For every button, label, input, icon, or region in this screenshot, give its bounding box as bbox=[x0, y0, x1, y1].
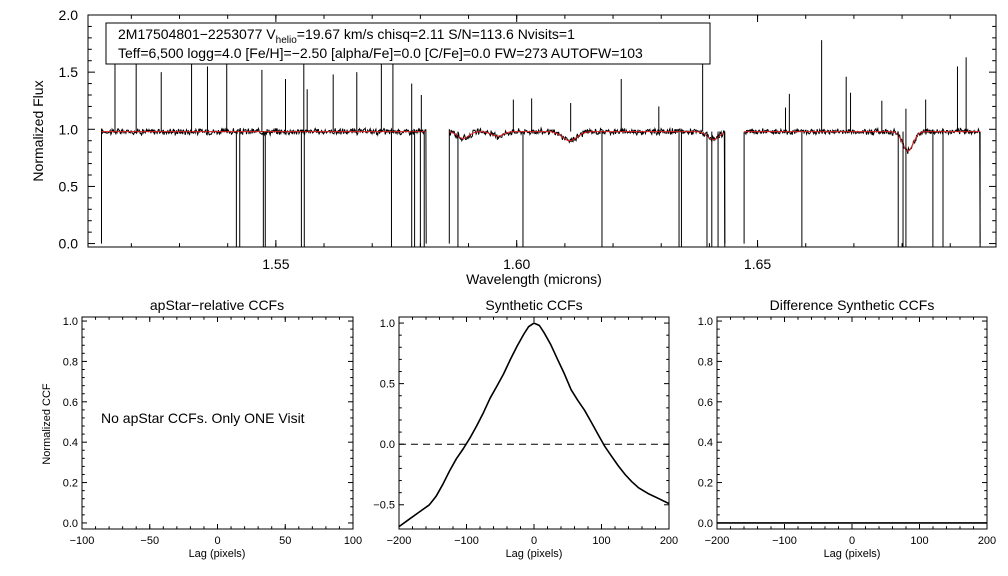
annotation-line1-suffix: =19.67 km/s chisq=2.11 S/N=113.6 Nvisits… bbox=[297, 26, 575, 42]
y-tick-label: 0.5 bbox=[380, 379, 395, 391]
model-spectrum-line bbox=[449, 131, 725, 142]
y-tick-label: 1.0 bbox=[63, 316, 78, 328]
difference-ccf-plot-frame bbox=[716, 316, 988, 530]
apstar-ccf-tick-labels: −100 −50 0 50 100 0.0 0.2 0.4 0.6 0.8 1.0 bbox=[63, 316, 362, 547]
y-tick-label: 1.0 bbox=[698, 316, 713, 328]
x-tick-label: −200 bbox=[705, 535, 730, 547]
apstar-ccf-title: apStar−relative CCFs bbox=[150, 297, 284, 313]
annotation-line1-prefix: 2M17504801−2253077 V bbox=[118, 26, 276, 42]
apstar-ccf-message: No apStar CCFs. Only ONE Visit bbox=[101, 410, 305, 426]
apstar-ccf-xlabel: Lag (pixels) bbox=[189, 548, 246, 560]
synthetic-ccf-series bbox=[398, 322, 670, 528]
synthetic-ccf-ticks bbox=[398, 317, 670, 529]
difference-ccf-tick-labels: −200 −100 0 100 200 0.0 0.2 0.4 0.6 0.8 1.0 bbox=[698, 316, 996, 547]
x-tick-label: −50 bbox=[140, 535, 159, 547]
synthetic-ccf-tick-labels: −200 −100 0 100 200 −0.5 0.0 0.5 1.0 bbox=[373, 318, 678, 547]
apstar-ccf-ylabel: Normalized CCF bbox=[41, 383, 53, 465]
y-tick-label: 0.8 bbox=[698, 356, 713, 368]
apstar-ccf-plot-frame bbox=[81, 316, 354, 530]
x-tick-label: 200 bbox=[660, 535, 678, 547]
y-tick-label: 1.0 bbox=[59, 121, 79, 137]
spectrum-annotation-line2: Teff=6,500 logg=4.0 [Fe/H]=−2.50 [alpha/… bbox=[118, 45, 643, 61]
spectrum-xlabel: Wavelength (microns) bbox=[466, 271, 602, 287]
difference-ccf-title: Difference Synthetic CCFs bbox=[770, 297, 935, 313]
y-tick-label: 0.0 bbox=[63, 518, 78, 530]
y-tick-label: 0.0 bbox=[698, 518, 713, 530]
x-tick-label: 100 bbox=[910, 535, 928, 547]
x-tick-label: 0 bbox=[531, 535, 537, 547]
x-tick-label: −100 bbox=[454, 535, 479, 547]
spectrum-plot-frame bbox=[87, 14, 997, 248]
series-line bbox=[398, 322, 670, 528]
synthetic-ccf-title: Synthetic CCFs bbox=[485, 297, 582, 313]
observed-spectrum-line bbox=[101, 126, 427, 244]
x-tick-label: −200 bbox=[387, 535, 412, 547]
y-tick-label: 0.4 bbox=[698, 437, 713, 449]
observed-spectrum-line bbox=[743, 126, 981, 244]
y-tick-label: 0.2 bbox=[63, 478, 78, 490]
spectrum-annotation-line1: 2M17504801−2253077 Vhelio=19.67 km/s chi… bbox=[118, 26, 575, 46]
x-tick-label: 1.55 bbox=[262, 256, 289, 272]
difference-ccf-xlabel: Lag (pixels) bbox=[824, 548, 881, 560]
spectrum-tick-labels: 1.55 1.60 1.65 0.0 0.5 1.0 1.5 2.0 bbox=[59, 7, 772, 272]
x-tick-label: 200 bbox=[978, 535, 996, 547]
y-tick-label: 1.0 bbox=[380, 318, 395, 330]
y-tick-label: 0.2 bbox=[698, 478, 713, 490]
y-tick-label: 0.6 bbox=[698, 397, 713, 409]
apstar-ccf-panel: −100 −50 0 50 100 0.0 0.2 0.4 0.6 0.8 1.0 apStar−r… bbox=[41, 297, 362, 560]
x-tick-label: 0 bbox=[849, 535, 855, 547]
y-tick-label: 0.0 bbox=[380, 439, 395, 451]
x-tick-label: 100 bbox=[344, 535, 362, 547]
x-tick-label: 50 bbox=[279, 535, 291, 547]
difference-ccf-ticks bbox=[716, 317, 988, 529]
y-tick-label: 0.0 bbox=[59, 236, 79, 252]
y-tick-label: 0.4 bbox=[63, 437, 78, 449]
model-spectrum-line bbox=[744, 131, 980, 152]
x-tick-label: 0 bbox=[214, 535, 220, 547]
annotation-line1-subscript: helio bbox=[276, 35, 298, 46]
y-tick-label: 0.5 bbox=[59, 178, 79, 194]
x-tick-label: 100 bbox=[592, 535, 610, 547]
y-tick-label: −0.5 bbox=[373, 500, 395, 512]
synthetic-ccf-panel: −200 −100 0 100 200 −0.5 0.0 0.5 1.0 Synthetic C… bbox=[373, 297, 678, 560]
spectrum-ylabel: Normalized Flux bbox=[30, 80, 46, 181]
y-tick-label: 0.8 bbox=[63, 356, 78, 368]
x-tick-label: 1.60 bbox=[503, 256, 530, 272]
x-tick-label: −100 bbox=[772, 535, 797, 547]
synthetic-ccf-xlabel: Lag (pixels) bbox=[506, 548, 563, 560]
spectrum-panel: 1.55 1.60 1.65 0.0 0.5 1.0 1.5 2.0 Wavelength (… bbox=[30, 7, 997, 287]
y-tick-label: 0.6 bbox=[63, 397, 78, 409]
spectrum-annotation-box bbox=[105, 22, 711, 65]
y-tick-label: 1.5 bbox=[59, 64, 79, 80]
synthetic-ccf-plot-frame bbox=[398, 316, 670, 530]
y-tick-label: 2.0 bbox=[59, 7, 79, 23]
spectrum-series bbox=[101, 37, 981, 247]
x-tick-label: 1.65 bbox=[744, 256, 771, 272]
x-tick-label: −100 bbox=[70, 535, 95, 547]
difference-ccf-panel: −200 −100 0 100 200 0.0 0.2 0.4 0.6 0.8 1.0 Differ… bbox=[698, 297, 996, 560]
observed-spectrum-line bbox=[448, 126, 726, 244]
